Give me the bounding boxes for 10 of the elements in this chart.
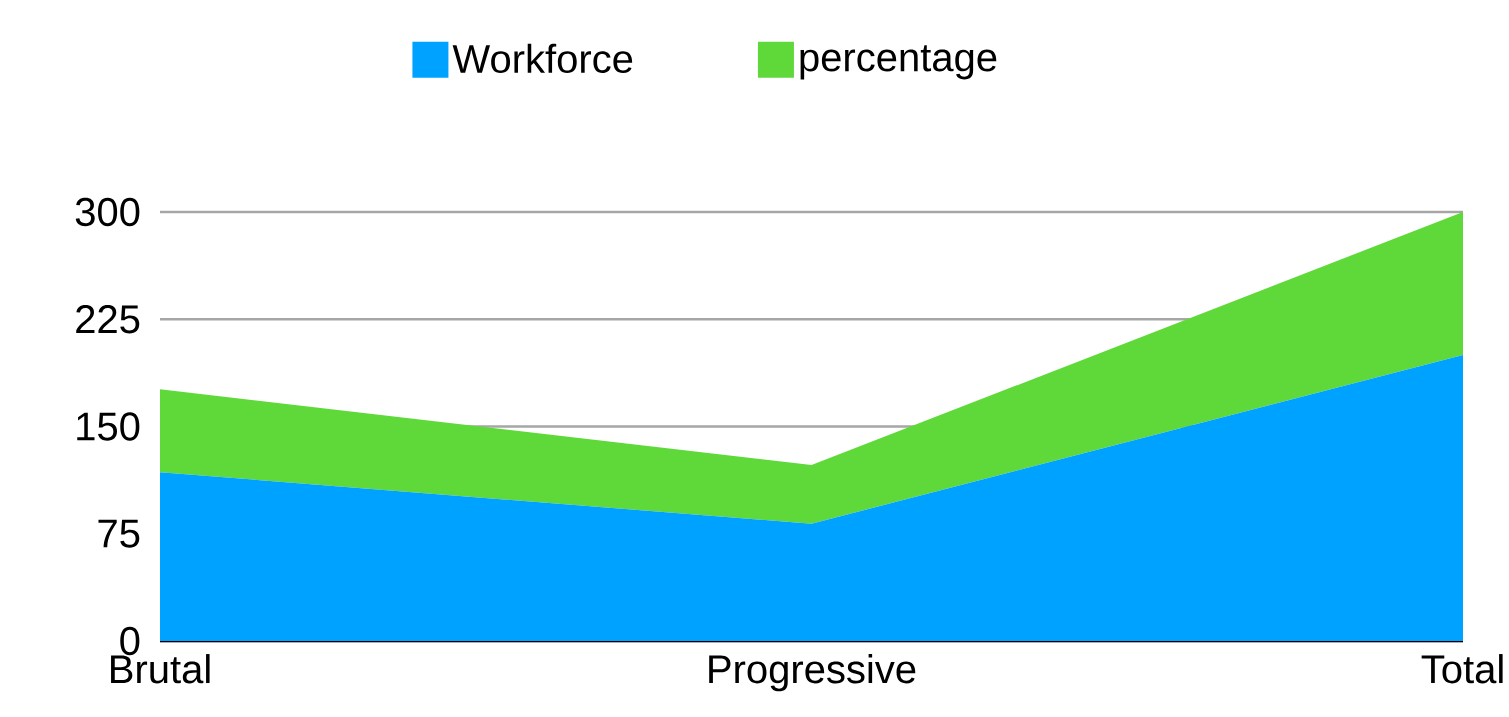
x-tick-label: Progressive xyxy=(709,654,916,692)
x-tick-label: Brutal xyxy=(111,654,210,684)
y-tick-label: 75 xyxy=(98,519,140,548)
y-tick-label: 0 xyxy=(120,626,140,656)
y-tick-label: 225 xyxy=(76,305,140,334)
y-tick-label: 150 xyxy=(77,412,140,441)
legend-label: percentage xyxy=(800,45,997,80)
y-tick-label: 300 xyxy=(75,197,140,227)
x-tick-label: Total xyxy=(1421,654,1503,684)
legend-label: Workforce xyxy=(452,43,633,74)
